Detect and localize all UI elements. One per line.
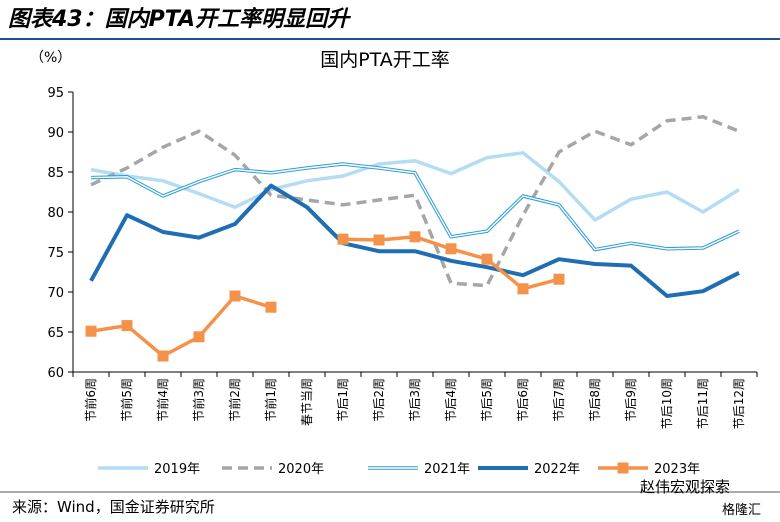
series-line	[90, 115, 740, 288]
x-tick-label: 节后11周	[696, 378, 710, 429]
x-tick-label: 节后9周	[624, 378, 638, 422]
y-tick-label: 85	[47, 166, 64, 181]
watermark-logo: 格隆汇	[722, 502, 761, 518]
point	[445, 243, 457, 255]
series-line	[89, 183, 740, 298]
legend-label: 2021年	[424, 462, 470, 477]
legend-marker	[617, 462, 629, 474]
watermark: 赵伟宏观探索	[640, 478, 730, 496]
x-tick-label: 节后4周	[444, 378, 458, 422]
source: 来源：Wind，国金证券研究所	[12, 498, 215, 516]
x-tick-label: 节后2周	[372, 378, 386, 422]
point	[229, 290, 241, 302]
y-tick-label: 95	[47, 86, 64, 101]
y-tick-label: 90	[47, 126, 64, 141]
legend-label: 2022年	[534, 462, 580, 477]
point	[337, 233, 349, 245]
point	[553, 273, 565, 285]
x-tick-label: 节后3周	[408, 378, 422, 422]
y-tick-label: 60	[47, 366, 64, 381]
x-tick-label: 节后5周	[480, 378, 494, 422]
x-tick-label: 节后6周	[516, 378, 530, 422]
x-tick-label: 节前3周	[191, 378, 206, 422]
legend-label: 2019年	[154, 462, 200, 477]
series-line	[90, 151, 740, 222]
y-tick-label: 70	[47, 286, 64, 301]
series-line	[90, 294, 272, 358]
y-tick-label: 80	[47, 206, 64, 221]
x-tick-label: 节前6周	[83, 378, 98, 422]
series-line-inner	[90, 163, 740, 251]
y-tick-label: 75	[47, 246, 64, 261]
x-tick-label: 节前4周	[155, 378, 170, 422]
x-tick-label: 节后8周	[588, 378, 602, 422]
header: 图表43：国内PTA开工率明显回升	[8, 6, 351, 32]
x-tick-label: 节后12周	[732, 378, 746, 429]
point	[193, 331, 205, 343]
point	[157, 350, 169, 362]
x-tick-label: 节后1周	[336, 378, 350, 422]
point	[481, 253, 493, 265]
x-tick-label: 节后7周	[552, 378, 566, 422]
x-tick-label: 节前5周	[119, 378, 134, 422]
legend-label: 2023年	[654, 462, 700, 477]
point	[373, 234, 385, 246]
y-axis-label: （%）	[30, 50, 71, 66]
chart-title: 国内PTA开工率	[320, 49, 450, 71]
point	[121, 320, 133, 332]
x-tick-label: 节前1周	[263, 378, 278, 422]
point	[517, 283, 529, 295]
y-tick-label: 65	[47, 326, 64, 341]
x-tick-label: 节前2周	[227, 378, 242, 422]
point	[265, 301, 277, 313]
point	[409, 231, 421, 243]
x-tick-label: 春节当周	[300, 378, 314, 426]
x-tick-label: 节后10周	[660, 378, 674, 429]
legend-label: 2020年	[278, 462, 324, 477]
point	[85, 325, 97, 337]
